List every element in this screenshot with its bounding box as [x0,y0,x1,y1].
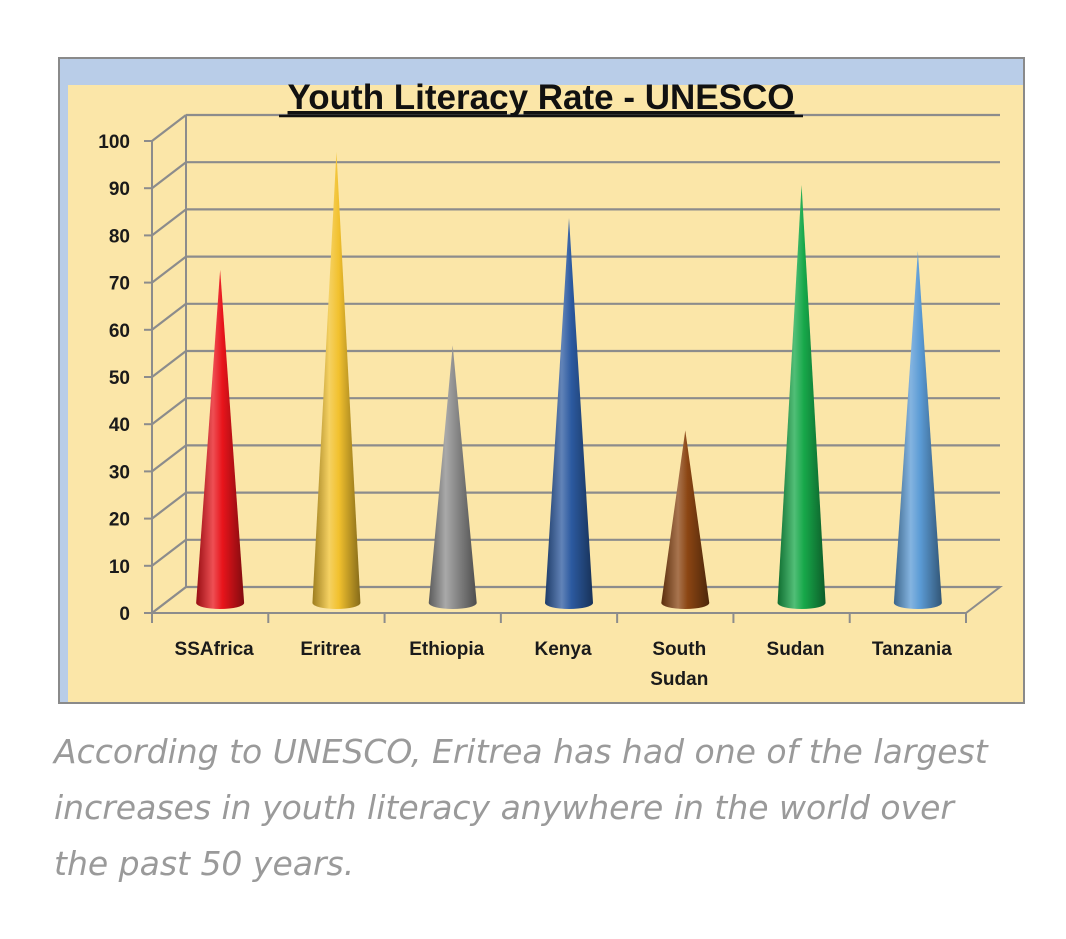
cone-tanzania [893,251,942,609]
gridline-side-90 [151,161,187,190]
y-tick-label-0: 0 [119,604,130,625]
y-tick-label-50: 50 [109,368,130,389]
gridline-side-30 [151,444,187,473]
gridline-side-50 [151,350,187,378]
x-tick-label-south-sudan-line2: Sudan [650,669,708,690]
gridline-side-40 [151,397,187,426]
y-tick-label-100: 100 [98,132,130,153]
gridline-side-10 [151,538,187,567]
y-tick-label-90: 90 [109,179,130,200]
cone-eritrea [312,151,361,609]
x-tick-label-eritrea: Eritrea [300,639,361,660]
y-tick-label-80: 80 [109,226,130,247]
x-tick-label-kenya: Kenya [534,639,591,660]
chart-title: Youth Literacy Rate - UNESCO [288,78,795,117]
cone-ethiopia [428,345,477,609]
y-tick-label-70: 70 [109,274,130,295]
cone-kenya [545,217,593,609]
y-tick-label-30: 30 [109,462,130,483]
x-tick-label-tanzania: Tanzania [872,639,952,660]
x-tick-label-sudan: Sudan [767,639,825,660]
caption: According to UNESCO, Eritrea has had one… [54,732,988,883]
cone-south-sudan [661,430,710,609]
gridline-side-60 [151,302,187,331]
y-tick-label-20: 20 [109,510,130,531]
gridline-side-80 [151,208,187,237]
x-tick-label-ethiopia: Ethiopia [409,639,484,660]
cone-sudan [777,184,826,610]
cone-ssafrica [196,269,245,609]
x-tick-label-south-sudan-line1: South [652,639,706,660]
y-tick-label-60: 60 [109,321,130,342]
gridline-side-20 [151,491,187,520]
y-tick-label-10: 10 [109,557,130,578]
y-tick-label-40: 40 [109,415,130,436]
gridline-side-70 [151,255,187,284]
title-bar-band [60,59,1023,85]
cone-chart: 0 10 20 30 40 50 60 70 80 90 100 SSAfrica Eritrea Eth… [60,59,1023,702]
left-edge-strip [60,85,68,702]
chart-frame: 0 10 20 30 40 50 60 70 80 90 100 SSAfrica Eritrea Eth… [58,57,1025,704]
gridline-side-100 [151,114,187,142]
x-tick-label-ssafrica: SSAfrica [175,639,255,660]
